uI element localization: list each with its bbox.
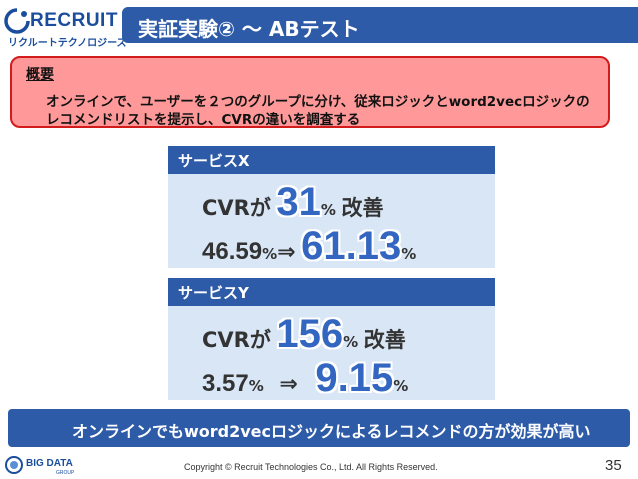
- improvement-value: 31: [276, 180, 321, 224]
- service-x-improvement-row: CVRが 31% 改善: [202, 180, 384, 225]
- percent-sign: %: [248, 377, 264, 395]
- percent-sign: %: [393, 377, 409, 395]
- big-data-logo-text: BIG DATA: [26, 458, 73, 469]
- service-y-header: サービスY: [168, 278, 495, 306]
- percent-sign: %: [262, 245, 278, 263]
- improvement-value: 156: [276, 312, 344, 356]
- service-y-improvement-row: CVRが 156% 改善: [202, 312, 406, 357]
- service-y-name: サービスY: [178, 284, 249, 302]
- cvr-before: 46.59: [202, 238, 263, 265]
- big-data-logo: BIG DATA GROUP: [5, 456, 75, 476]
- summary-line-1: オンラインで、ユーザーを２つのグループに分け、従来ロジックとword2vecロジ…: [46, 94, 590, 110]
- cvr-label: CVRが: [202, 196, 271, 220]
- service-x-header: サービスX: [168, 146, 495, 174]
- cvr-after: 9.15: [315, 356, 394, 400]
- page-number: 35: [605, 457, 622, 474]
- percent-sign: %: [401, 245, 417, 263]
- service-x-panel: サービスX CVRが 31% 改善 46.59%⇒ 61.13%: [168, 146, 495, 268]
- logo-subtext: リクルートテクノロジーズ: [8, 38, 127, 49]
- percent-sign: %: [343, 333, 359, 351]
- recruit-logo-icon: [4, 8, 30, 34]
- recruit-logo: RECRUIT リクルートテクノロジーズ: [4, 6, 127, 49]
- summary-heading: 概要: [26, 67, 54, 83]
- cvr-label: CVRが: [202, 328, 271, 352]
- service-y-panel: サービスY CVRが 156% 改善 3.57% ⇒ 9.15%: [168, 278, 495, 400]
- improve-label: 改善: [341, 196, 384, 220]
- cvr-before: 3.57: [202, 370, 249, 397]
- improve-label: 改善: [363, 328, 406, 352]
- summary-box: 概要 オンラインで、ユーザーを２つのグループに分け、従来ロジックとword2ve…: [10, 56, 610, 128]
- big-data-logo-subtext: GROUP: [56, 470, 75, 476]
- arrow-icon: ⇒: [279, 372, 298, 397]
- copyright: Copyright © Recruit Technologies Co., Lt…: [184, 462, 438, 472]
- conclusion-bar: オンラインでもword2vecロジックによるレコメンドの方が効果が高い: [8, 409, 630, 447]
- logo-text: RECRUIT: [30, 10, 118, 31]
- percent-sign: %: [320, 201, 336, 219]
- summary-line-2: レコメンドリストを提示し、CVRの違いを調査する: [46, 112, 361, 128]
- service-x-cvr-row: 46.59%⇒ 61.13%: [202, 224, 416, 269]
- page-title: 実証実験② 〜 ABテスト: [138, 17, 360, 41]
- title-bar: 実証実験② 〜 ABテスト: [122, 7, 638, 43]
- conclusion-text: オンラインでもword2vecロジックによるレコメンドの方が効果が高い: [72, 422, 591, 441]
- arrow-icon: ⇒: [277, 240, 296, 265]
- cvr-after: 61.13: [301, 224, 402, 268]
- service-y-cvr-row: 3.57% ⇒ 9.15%: [202, 356, 408, 401]
- service-x-name: サービスX: [178, 152, 250, 170]
